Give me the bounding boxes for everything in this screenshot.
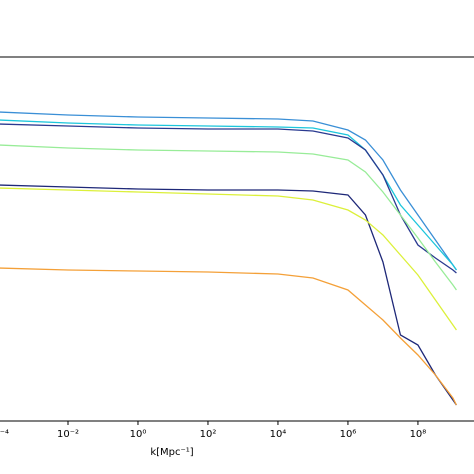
x-axis-label: k[Mpc⁻¹] <box>150 447 193 458</box>
data-line <box>0 184 457 406</box>
x-tick-label: 10⁴ <box>270 429 287 440</box>
x-tick-label: 10⁻² <box>57 429 79 440</box>
data-line <box>0 123 457 274</box>
data-line <box>0 111 457 271</box>
x-tick-label: 10⁰ <box>130 429 147 440</box>
data-line <box>0 144 457 291</box>
data-line <box>0 187 457 331</box>
data-line <box>0 267 458 406</box>
x-tick-label: 10⁻⁴ <box>0 429 9 440</box>
data-line <box>0 119 457 271</box>
x-tick-label: 10⁸ <box>410 429 427 440</box>
x-tick-label: 10² <box>200 429 217 440</box>
x-tick-label: 10⁶ <box>340 429 357 440</box>
